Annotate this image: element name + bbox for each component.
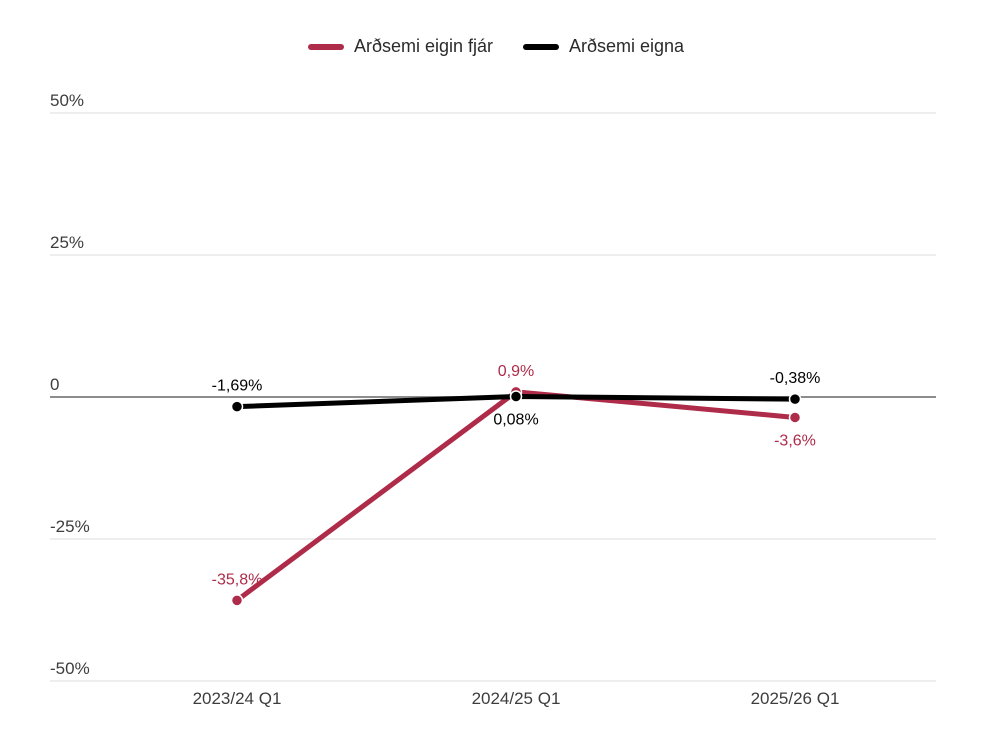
y-tick-label: 50% <box>50 91 84 110</box>
x-tick-label: 2025/26 Q1 <box>751 689 840 708</box>
data-point <box>788 392 802 406</box>
data-point-label: 0,9% <box>498 363 534 380</box>
x-tick-label: 2024/25 Q1 <box>472 689 561 708</box>
legend-label: Arðsemi eigna <box>569 36 685 56</box>
legend-swatch-black <box>523 43 559 50</box>
data-point <box>230 400 244 413</box>
y-tick-label: 0 <box>50 375 59 394</box>
data-point-label: -1,69% <box>212 378 263 395</box>
data-point-label: -0,38% <box>770 370 821 387</box>
y-tick-label: -25% <box>50 517 90 536</box>
legend-item-ardsemi-eigin-fjar[interactable]: Arðsemi eigin fjár <box>307 36 493 57</box>
legend-item-ardsemi-eigna[interactable]: Arðsemi eigna <box>523 36 684 57</box>
legend: Arðsemi eigin fjár Arðsemi eigna <box>0 36 992 57</box>
data-point-label: -3,6% <box>774 432 816 449</box>
legend-swatch-red <box>307 43 344 50</box>
data-point-label: 0,08% <box>493 412 538 429</box>
y-tick-label: 25% <box>50 233 84 252</box>
data-point-label: -35,8% <box>212 571 263 588</box>
data-point <box>788 411 802 424</box>
x-tick-label: 2023/24 Q1 <box>193 689 282 708</box>
legend-label: Arðsemi eigin fjár <box>353 36 493 56</box>
data-point <box>230 594 244 607</box>
data-point <box>509 390 523 403</box>
y-tick-label: -50% <box>50 659 90 678</box>
